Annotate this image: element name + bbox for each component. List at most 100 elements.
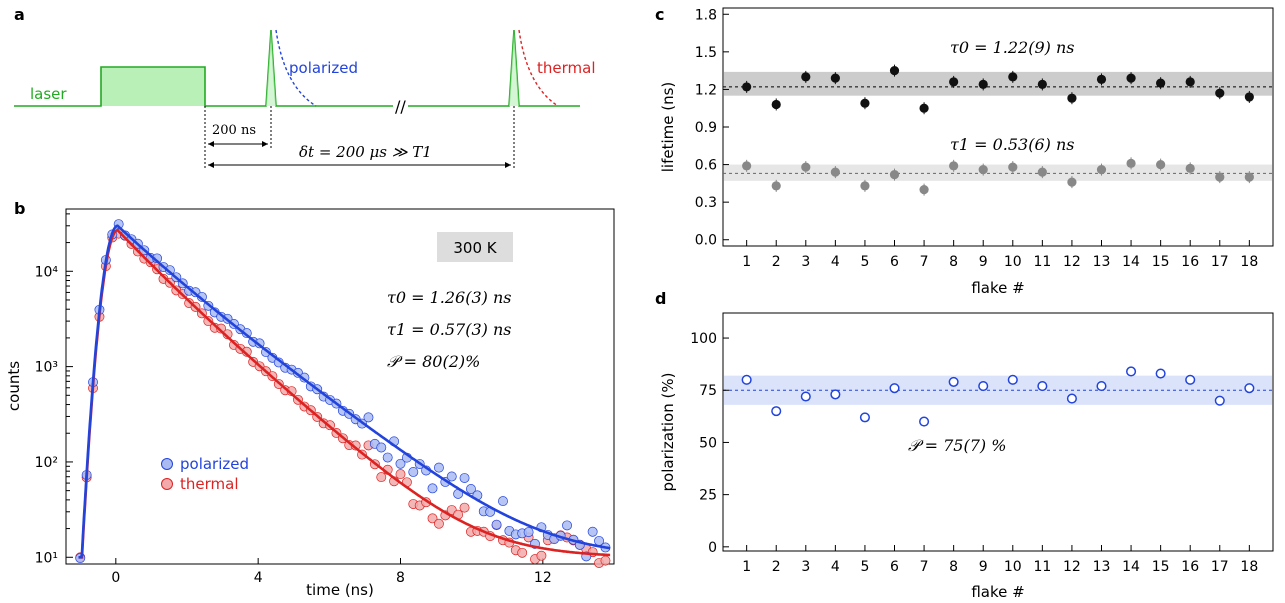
- data-point-thermal: [376, 472, 387, 483]
- y-tick-label: 0.0: [695, 233, 717, 249]
- laser-pulse-fill: [101, 67, 205, 106]
- data-point-polarized: [459, 473, 470, 483]
- data-marks-b: [75, 219, 611, 568]
- panel-c: c 0.00.30.60.91.21.51.81 2 3 4 5 6 7 8 9 10 11 12 13…: [655, 5, 1274, 297]
- y-tick-label: 25: [699, 488, 717, 504]
- x-tick-label-b: 12: [534, 570, 552, 586]
- panel-letter-a: a: [14, 5, 25, 24]
- x-tick-label: 7: [920, 254, 929, 270]
- data-point-tau0: [742, 82, 752, 92]
- data-marks-d: [741, 366, 1255, 427]
- x-tick-label: 8: [949, 559, 958, 575]
- legend-marker-polarized: [161, 458, 173, 470]
- data-point-tau0: [1037, 79, 1047, 90]
- legend-label-thermal: thermal: [180, 475, 239, 493]
- x-tick-label: 17: [1211, 559, 1229, 575]
- data-point-polarized: [408, 466, 419, 477]
- x-tick-label: 13: [1093, 559, 1111, 575]
- delay-arrowheads: [208, 141, 268, 147]
- data-point-tau1: [919, 185, 929, 195]
- data-point-tau1: [1037, 167, 1047, 177]
- legend-marker-thermal: [161, 478, 173, 490]
- data-point-polarized: [498, 496, 508, 507]
- data-point-polarization: [1096, 381, 1107, 392]
- x-axis-label-d: flake #: [971, 583, 1024, 601]
- tau0-annotation-b: τ0 = 1.26(3) ns: [387, 288, 512, 307]
- data-point-polarization: [1155, 368, 1166, 379]
- fit-line-thermal: [78, 228, 611, 559]
- x-tick-label: 15: [1152, 254, 1170, 270]
- data-point-tau1: [1096, 164, 1107, 175]
- data-point-tau1: [860, 181, 870, 191]
- data-marks-c: [742, 64, 1254, 196]
- plot-frame-d: [722, 312, 1274, 552]
- panel-letter-c: c: [655, 5, 664, 24]
- thermal-label: thermal: [537, 59, 596, 77]
- data-point-thermal: [459, 502, 470, 513]
- pulse-fill-1: [266, 30, 276, 106]
- data-point-tau1: [1126, 158, 1136, 168]
- data-point-polarization: [919, 416, 930, 427]
- data-point-tau1: [801, 162, 811, 172]
- y-tick-label: 0.3: [695, 195, 717, 211]
- data-point-polarized: [382, 452, 393, 463]
- data-point-tau0: [919, 103, 929, 113]
- y-tick-label-b: 10¹: [35, 550, 58, 566]
- data-point-polarization: [741, 374, 752, 385]
- y-tick-label: 1.2: [695, 82, 717, 98]
- data-point-polarized: [427, 483, 438, 494]
- data-point-tau1: [1156, 159, 1166, 170]
- y-tick-label-b: 10²: [35, 455, 58, 471]
- data-point-polarized: [523, 527, 534, 538]
- x-tick-label: 9: [979, 559, 988, 575]
- y-tick-label: 100: [690, 331, 717, 347]
- data-point-polarized: [433, 462, 444, 473]
- data-point-tau0: [1215, 88, 1225, 98]
- data-point-tau0: [949, 77, 959, 87]
- time-break-mark: //: [395, 97, 406, 116]
- data-point-tau0: [1096, 74, 1107, 84]
- data-point-tau0: [889, 66, 900, 76]
- data-point-tau0: [1156, 78, 1166, 88]
- data-point-polarization: [1126, 366, 1137, 377]
- data-point-tau1: [978, 164, 988, 175]
- data-point-polarized: [164, 265, 175, 276]
- data-point-tau1: [771, 181, 781, 191]
- data-point-polarized: [446, 471, 457, 482]
- data-point-polarization: [800, 391, 811, 402]
- x-tick-label: 5: [860, 559, 869, 575]
- x-tick-label-b: 4: [254, 570, 263, 586]
- panel-letter-d: d: [655, 289, 666, 308]
- x-tick-label: 12: [1063, 254, 1081, 270]
- data-point-tau0: [830, 73, 840, 83]
- temperature-label: 300 K: [453, 239, 497, 257]
- data-point-polarization: [1007, 374, 1018, 385]
- data-point-polarized: [363, 412, 374, 423]
- laser-label: laser: [30, 85, 67, 103]
- data-point-tau1: [1185, 163, 1195, 173]
- x-tick-label: 5: [860, 254, 869, 270]
- data-point-polarized: [376, 442, 387, 453]
- data-point-tau0: [1185, 77, 1195, 87]
- y-axis-label-c: lifetime (ns): [659, 82, 677, 173]
- x-tick-label: 18: [1240, 559, 1258, 575]
- data-point-tau1: [742, 161, 752, 171]
- data-point-polarization: [859, 412, 870, 423]
- x-axis-label-b: time (ns): [306, 581, 374, 599]
- x-tick-label: 7: [920, 559, 929, 575]
- data-point-tau0: [860, 98, 870, 108]
- data-point-tau0: [1067, 93, 1077, 103]
- data-point-polarization: [1185, 374, 1196, 385]
- data-point-polarized: [587, 526, 598, 537]
- temperature-box: [437, 232, 513, 262]
- y-tick-label: 75: [699, 383, 717, 399]
- y-tick-label-b: 10⁴: [35, 264, 59, 280]
- x-tick-label: 6: [890, 559, 899, 575]
- data-point-tau1: [1008, 162, 1018, 172]
- polarization-annotation-d: 𝒫 = 75(7) %: [908, 436, 1006, 455]
- error-band: [724, 164, 1272, 181]
- data-point-polarized: [491, 519, 502, 530]
- plot-frame-b: [65, 208, 615, 565]
